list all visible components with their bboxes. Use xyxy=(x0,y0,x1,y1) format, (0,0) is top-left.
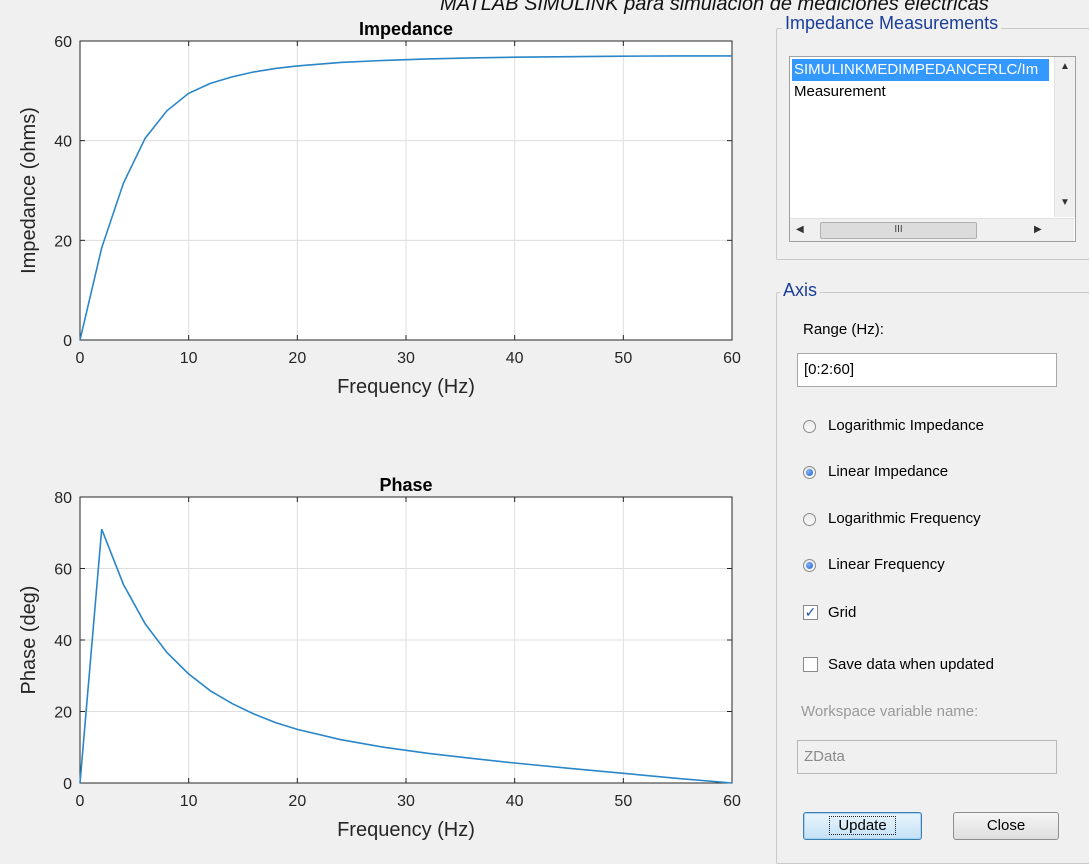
scroll-right-icon[interactable]: ▶ xyxy=(1034,224,1042,235)
linear-impedance-radio[interactable] xyxy=(803,466,816,479)
impedance-y-tick-label: 20 xyxy=(54,233,72,250)
figure-caption: MATLAB SIMULINK para simulación de medic… xyxy=(440,0,989,15)
phase-y-tick-label: 40 xyxy=(54,633,72,650)
phase-series-line xyxy=(79,528,733,784)
phase-x-tick-label: 0 xyxy=(76,793,85,810)
impedance-x-tick-label: 40 xyxy=(506,350,524,367)
save-data-checkbox[interactable] xyxy=(803,657,818,672)
phase-y-tick-label: 60 xyxy=(54,562,72,579)
workspace-variable-label: Workspace variable name: xyxy=(801,703,979,720)
impedance-y-tick-label: 0 xyxy=(63,333,72,350)
horizontal-scrollbar[interactable]: ◀ III ▶ xyxy=(790,218,1074,241)
scroll-down-icon[interactable]: ▼ xyxy=(1060,197,1070,208)
linear-impedance-label: Linear Impedance xyxy=(828,463,949,480)
close-button[interactable]: Close xyxy=(953,812,1059,840)
log-frequency-label: Logarithmic Frequency xyxy=(828,510,981,527)
phase-x-tick-label: 10 xyxy=(180,793,198,810)
impedance-y-tick-label: 40 xyxy=(54,134,72,151)
vertical-scrollbar[interactable]: ▲ ▼ xyxy=(1054,57,1075,217)
phase-x-tick-label: 60 xyxy=(723,793,741,810)
phase-chart-title: Phase xyxy=(379,475,432,495)
phase-x-tick-label: 40 xyxy=(506,793,524,810)
update-button-label: Update xyxy=(829,816,896,835)
scroll-thumb[interactable]: III xyxy=(820,222,977,239)
measurements-group-title: Impedance Measurements xyxy=(782,13,1002,34)
checkmark-icon: ✓ xyxy=(804,604,817,620)
impedance-plot-frame xyxy=(79,40,733,341)
axis-group-title: Axis xyxy=(780,280,821,301)
impedance-x-tick-label: 30 xyxy=(397,350,415,367)
log-frequency-radio[interactable] xyxy=(803,513,816,526)
log-impedance-label: Logarithmic Impedance xyxy=(828,417,984,434)
linear-frequency-label: Linear Frequency xyxy=(828,556,945,573)
phase-x-tick-label: 50 xyxy=(614,793,632,810)
log-impedance-radio[interactable] xyxy=(803,420,816,433)
impedance-y-tick-label: 60 xyxy=(54,34,72,51)
scroll-left-icon[interactable]: ◀ xyxy=(796,224,804,235)
plots-canvas: 0 10 20 30 40 50 60 0 20 40 60 Impedance Frequency (… xyxy=(18,19,741,841)
impedance-x-tick-label: 60 xyxy=(723,350,741,367)
impedance-series-line xyxy=(79,55,732,341)
phase-y-tick-label: 20 xyxy=(54,705,72,722)
range-input[interactable]: [0:2:60] xyxy=(797,353,1057,387)
workspace-variable-input[interactable]: ZData xyxy=(797,740,1057,774)
phase-y-tick-label: 0 xyxy=(63,776,72,793)
linear-frequency-radio[interactable] xyxy=(803,559,816,572)
impedance-x-tick-label: 10 xyxy=(180,350,198,367)
impedance-x-tick-label: 50 xyxy=(614,350,632,367)
impedance-y-axis-label: Impedance (ohms) xyxy=(18,107,40,274)
save-data-label: Save data when updated xyxy=(828,656,994,673)
phase-plot-frame xyxy=(79,496,733,784)
phase-y-tick-label: 80 xyxy=(54,490,72,507)
update-button[interactable]: Update xyxy=(803,812,922,840)
list-item[interactable]: SIMULINKMEDIMPEDANCERLC/Im xyxy=(792,59,1049,81)
phase-y-axis-label: Phase (deg) xyxy=(18,586,40,695)
scroll-up-icon[interactable]: ▲ xyxy=(1060,61,1070,72)
range-label: Range (Hz): xyxy=(803,321,884,338)
phase-x-tick-label: 30 xyxy=(397,793,415,810)
phase-x-axis-label: Frequency (Hz) xyxy=(337,819,475,841)
impedance-x-axis-label: Frequency (Hz) xyxy=(337,376,475,398)
grid-label: Grid xyxy=(828,604,857,621)
impedance-x-tick-label: 0 xyxy=(76,350,85,367)
impedance-chart-title: Impedance xyxy=(359,19,453,39)
grid-checkbox[interactable]: ✓ xyxy=(803,605,818,620)
phase-x-tick-label: 20 xyxy=(288,793,306,810)
plot-area: 0 10 20 30 40 50 60 0 20 40 60 Impedance Frequency (… xyxy=(18,19,741,841)
measurements-listbox[interactable]: SIMULINKMEDIMPEDANCERLC/Im Measurement ▲… xyxy=(789,56,1076,242)
list-item[interactable]: Measurement xyxy=(794,83,886,100)
impedance-x-tick-label: 20 xyxy=(288,350,306,367)
